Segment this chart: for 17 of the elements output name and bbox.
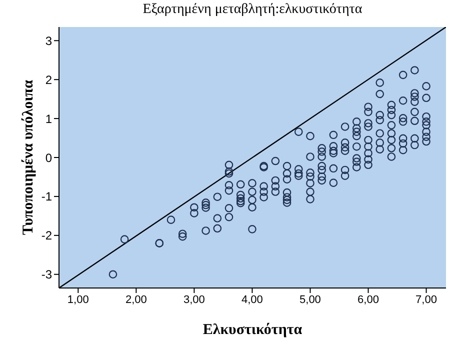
y-axis-title: Τυποποιημένα υπόλοιπα — [20, 79, 36, 235]
y-tick-label: 2 — [45, 72, 52, 87]
x-tick-label: 4,00 — [242, 294, 263, 306]
x-tick-label: 7,00 — [416, 294, 437, 306]
y-tick-label: -2 — [41, 228, 52, 243]
x-tick-label: 6,00 — [358, 294, 379, 306]
y-tick-label: -1 — [41, 190, 52, 204]
y-tick-label: 1 — [45, 112, 52, 126]
x-tick-label: 3,00 — [183, 294, 205, 306]
x-tick-label: 5,00 — [300, 294, 321, 306]
x-tick-label: 1,00 — [67, 294, 89, 306]
x-tick-label: 2,00 — [125, 294, 147, 306]
y-tick-label: 3 — [45, 34, 52, 48]
y-tick-label: 0 — [45, 150, 52, 165]
y-tick-label: -3 — [41, 268, 52, 282]
chart-title: Εξαρτημένη μεταβλητή:ελκυστικότητα — [142, 2, 364, 18]
x-axis-title: Ελκυστικότητα — [202, 322, 303, 338]
